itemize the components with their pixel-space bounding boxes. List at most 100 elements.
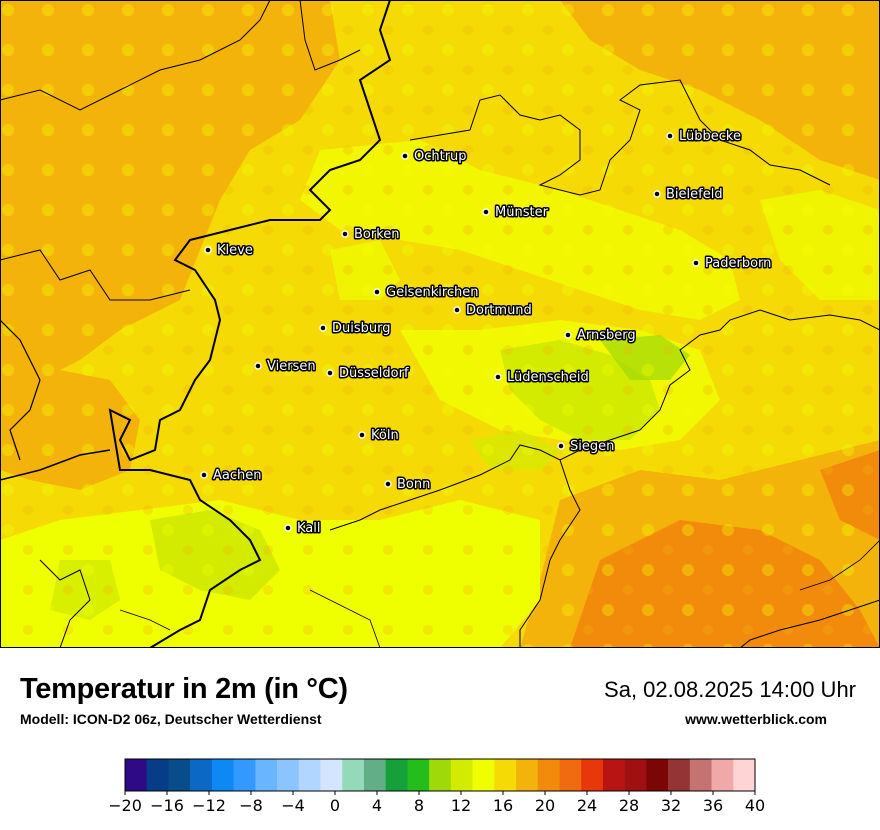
legend-swatch — [125, 759, 148, 791]
city-label: Viersen — [267, 359, 316, 374]
city-bielefeld: Bielefeld — [653, 186, 724, 204]
city-label: Kall — [297, 521, 321, 536]
legend-tick-label: 12 — [451, 796, 471, 815]
legend-swatch — [168, 759, 191, 791]
city-d-sseldorf: Düsseldorf — [326, 365, 410, 383]
legend-swatch — [537, 759, 560, 791]
map-title: Temperatur in 2m (in °C) — [20, 673, 348, 705]
legend-swatch — [146, 759, 169, 791]
city-paderborn: Paderborn — [692, 255, 773, 273]
city-dot — [692, 259, 700, 267]
legend-swatch — [255, 759, 278, 791]
legend-tick-label: 28 — [619, 796, 639, 815]
valid-time: Sa, 02.08.2025 14:00 Uhr — [604, 677, 856, 702]
city-dot — [358, 431, 366, 439]
website-link[interactable]: www.wetterblick.com — [685, 711, 827, 727]
legend-swatch — [277, 759, 300, 791]
city-dot — [284, 524, 292, 532]
city-dot — [373, 288, 381, 296]
legend-swatch — [385, 759, 408, 791]
legend-swatch — [233, 759, 256, 791]
city-label: Kleve — [217, 243, 253, 258]
city-label: Borken — [354, 227, 400, 242]
city-label: Gelsenkirchen — [386, 285, 479, 300]
city-label: Paderborn — [705, 256, 771, 271]
legend-tick-label: 4 — [372, 796, 382, 815]
legend-tick-label: 40 — [745, 796, 765, 815]
city-dot — [653, 190, 661, 198]
city-label: Dortmund — [466, 303, 532, 318]
legend-tick-label: −20 — [110, 796, 142, 815]
legend-swatch — [472, 759, 495, 791]
city-dot — [319, 324, 327, 332]
temperature-map: Lübbecke Ochtrup Bielefeld Münster Borken Kle… — [0, 0, 880, 648]
city-label: Düsseldorf — [339, 366, 409, 381]
city-dot — [341, 230, 349, 238]
legend-swatch — [342, 759, 365, 791]
city-bonn: Bonn — [384, 476, 432, 494]
city-m-nster: Münster — [482, 204, 550, 222]
legend-swatch — [581, 759, 604, 791]
city-l-denscheid: Lüdenscheid — [494, 369, 590, 387]
legend-tick-label: −12 — [192, 796, 226, 815]
legend-swatch — [211, 759, 234, 791]
city-label: Lüdenscheid — [507, 370, 589, 385]
city-ochtrup: Ochtrup — [401, 148, 468, 166]
legend-tick-label: 16 — [493, 796, 513, 815]
info-panel — [0, 648, 880, 830]
legend-tick-label: 24 — [577, 796, 597, 815]
city-label: Münster — [495, 205, 549, 220]
city-label: Siegen — [570, 439, 614, 454]
city-label: Arnsberg — [577, 328, 636, 343]
legend-swatch — [298, 759, 321, 791]
city-aachen: Aachen — [200, 467, 263, 485]
legend-swatch — [190, 759, 213, 791]
city-duisburg: Duisburg — [319, 320, 392, 338]
legend-swatch — [711, 759, 734, 791]
city-siegen: Siegen — [557, 438, 616, 456]
city-label: Duisburg — [332, 321, 391, 336]
city-dot — [254, 362, 262, 370]
city-dot — [326, 369, 334, 377]
city-viersen: Viersen — [254, 358, 317, 376]
city-dot — [666, 132, 674, 140]
legend-tick-label: 0 — [330, 796, 340, 815]
city-label: Aachen — [213, 468, 261, 483]
city-label: Bonn — [397, 477, 430, 492]
city-dot — [494, 373, 502, 381]
city-label: Köln — [371, 428, 399, 443]
city-markers: Lübbecke Ochtrup Bielefeld Münster Borken Kle… — [200, 128, 773, 538]
legend-swatch — [363, 759, 386, 791]
legend-swatch — [624, 759, 647, 791]
city-gelsenkirchen: Gelsenkirchen — [373, 284, 480, 302]
city-kall: Kall — [284, 520, 322, 538]
city-borken: Borken — [341, 226, 401, 244]
legend-swatch — [689, 759, 712, 791]
legend-tick-label: −16 — [150, 796, 184, 815]
legend-swatch — [407, 759, 430, 791]
legend-tick-label: 20 — [535, 796, 555, 815]
city-dot — [384, 480, 392, 488]
city-dot — [453, 306, 461, 314]
legend-swatch — [646, 759, 669, 791]
city-kleve: Kleve — [204, 242, 254, 260]
legend-swatch — [494, 759, 517, 791]
city-dot — [557, 442, 565, 450]
legend-tick-label: 8 — [414, 796, 424, 815]
legend-swatch — [559, 759, 582, 791]
city-k-ln: Köln — [358, 427, 400, 445]
legend-tick-label: 36 — [703, 796, 723, 815]
legend-swatch — [429, 759, 452, 791]
legend-tick-label: 32 — [661, 796, 681, 815]
city-label: Bielefeld — [666, 187, 723, 202]
temperature-field — [0, 0, 880, 648]
city-dot — [564, 331, 572, 339]
city-label: Lübbecke — [679, 129, 741, 144]
legend-swatch — [320, 759, 343, 791]
boundary-lines — [0, 0, 880, 648]
city-dot — [200, 471, 208, 479]
legend-swatch — [602, 759, 625, 791]
city-l-bbecke: Lübbecke — [666, 128, 742, 146]
city-dot — [482, 208, 490, 216]
city-label: Ochtrup — [414, 149, 467, 164]
